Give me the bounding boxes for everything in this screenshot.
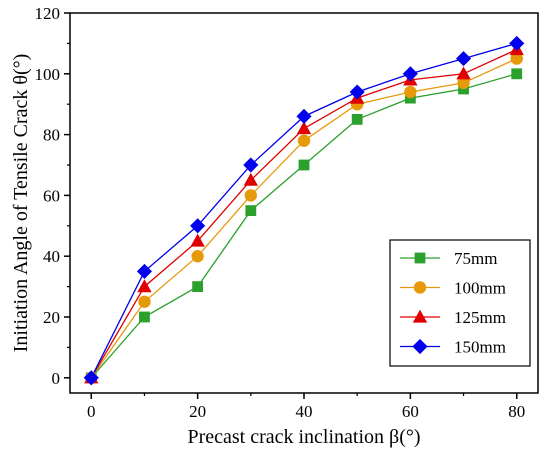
- x-tick-label: 0: [87, 402, 96, 421]
- plot-area: [83, 35, 525, 386]
- legend-marker-100mm: [413, 281, 427, 294]
- data-point-75mm: [139, 311, 150, 323]
- x-tick-label: 20: [189, 402, 206, 421]
- data-point-125mm: [190, 233, 205, 247]
- y-tick-label: 100: [35, 65, 61, 84]
- data-point-150mm: [136, 263, 153, 279]
- data-point-125mm: [243, 172, 258, 186]
- data-point-125mm: [456, 66, 471, 80]
- data-point-75mm: [511, 68, 523, 80]
- data-point-75mm: [245, 205, 257, 217]
- x-tick-label: 80: [508, 402, 525, 421]
- y-tick-label: 20: [43, 308, 60, 327]
- data-point-75mm: [192, 281, 204, 293]
- data-point-150mm: [243, 157, 259, 173]
- data-point-150mm: [190, 218, 206, 234]
- data-point-100mm: [297, 134, 311, 147]
- data-point-150mm: [509, 35, 525, 51]
- legend: 75mm 100mm 125mm 150mm: [389, 239, 531, 367]
- data-point-75mm: [351, 114, 363, 125]
- legend-label-125mm: 125mm: [454, 308, 506, 327]
- data-point-150mm: [455, 51, 472, 67]
- data-point-100mm: [404, 85, 417, 99]
- y-tick-label: 80: [43, 126, 60, 145]
- y-tick-label: 0: [52, 369, 61, 388]
- y-tick-label: 120: [35, 4, 61, 23]
- data-point-150mm: [296, 108, 312, 124]
- legend-label-150mm: 150mm: [454, 338, 506, 357]
- data-point-100mm: [191, 250, 204, 263]
- x-axis-title: Precast crack inclination β(°): [187, 426, 420, 448]
- x-axis: 0 20 40 60 80: [87, 393, 525, 421]
- legend-box: [389, 239, 531, 367]
- data-point-75mm: [298, 159, 310, 171]
- x-tick-label: 40: [296, 402, 313, 421]
- legend-label-75mm: 75mm: [454, 249, 497, 268]
- y-tick-label: 40: [43, 247, 60, 266]
- legend-label-100mm: 100mm: [454, 279, 506, 298]
- y-tick-label: 60: [43, 186, 60, 205]
- y-axis: 0 20 40 60 80 100 120: [35, 4, 70, 388]
- data-point-125mm: [296, 121, 312, 135]
- x-tick-label: 60: [402, 402, 419, 421]
- data-point-100mm: [138, 295, 151, 309]
- data-point-150mm: [402, 66, 418, 82]
- data-point-150mm: [83, 370, 99, 386]
- data-point-100mm: [244, 189, 258, 202]
- data-point-125mm: [137, 279, 152, 293]
- legend-marker-125mm: [412, 309, 428, 323]
- data-point-150mm: [349, 84, 365, 100]
- legend-marker-150mm: [412, 338, 428, 355]
- legend-marker-75mm: [414, 252, 426, 264]
- y-axis-title: Initiation Angle of Tensile Crack θ(°): [10, 54, 32, 353]
